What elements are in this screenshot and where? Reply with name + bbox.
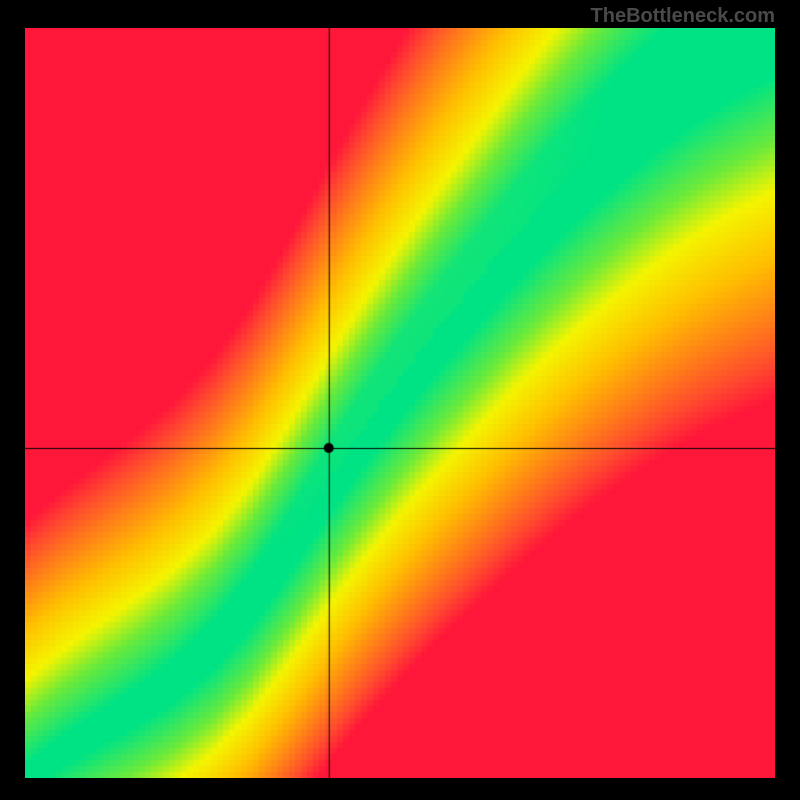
chart-container: TheBottleneck.com xyxy=(0,0,800,800)
bottleneck-heatmap xyxy=(25,28,775,778)
watermark-text: TheBottleneck.com xyxy=(591,5,775,28)
